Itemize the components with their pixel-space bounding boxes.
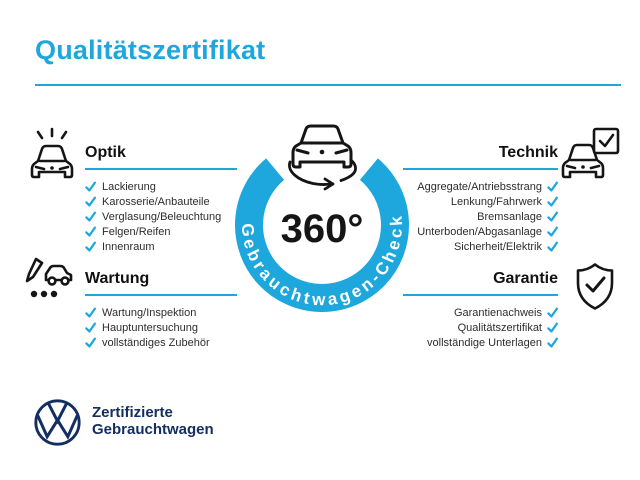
checklist-item: Felgen/Reifen	[85, 224, 237, 239]
checklist-item-label: Verglasung/Beleuchtung	[102, 210, 222, 223]
checklist-item: Verglasung/Beleuchtung	[85, 209, 237, 224]
check-icon	[547, 181, 558, 192]
check-icon	[547, 307, 558, 318]
checklist-item: vollständiges Zubehör	[85, 335, 237, 350]
check-icon	[85, 337, 96, 348]
page-title: Qualitätszertifikat	[35, 35, 266, 65]
check-icon	[547, 211, 558, 222]
check-icon	[547, 322, 558, 333]
checklist-item-label: Lenkung/Fahrwerk	[450, 195, 542, 208]
checklist-item-label: Sicherheit/Elektrik	[453, 240, 542, 253]
360-check-badge: Gebrauchtwagen-Check 360°	[235, 124, 409, 312]
check-icon	[85, 307, 96, 318]
section-wartung: Wartung Wartung/Inspektion Hauptuntersuc…	[85, 269, 237, 350]
vw-logo-icon	[34, 399, 81, 446]
checklist-item: Lenkung/Fahrwerk	[403, 194, 558, 209]
rotating-car-icon	[288, 124, 357, 191]
section-heading-wartung: Wartung	[85, 270, 150, 287]
check-icon	[547, 196, 558, 207]
checklist-item: Aggregate/Antriebsstrang	[403, 179, 558, 194]
footer-brand-line2: Gebrauchtwagen	[92, 421, 214, 438]
checklist-item-label: Lackierung	[102, 180, 156, 193]
checklist-item-label: Felgen/Reifen	[102, 225, 171, 238]
checklist-item-label: Bremsanlage	[477, 210, 542, 223]
checklist-item: Lackierung	[85, 179, 237, 194]
checklist-item: Garantienachweis	[403, 305, 558, 320]
car-checkbox-icon	[561, 127, 620, 179]
section-heading-technik: Technik	[498, 144, 558, 161]
checklist-item-label: Karosserie/Anbauteile	[102, 195, 210, 208]
heading-underline	[403, 168, 558, 170]
section-heading-optik: Optik	[85, 144, 126, 161]
checklist-item: Bremsanlage	[403, 209, 558, 224]
checklist-item: Innenraum	[85, 239, 237, 254]
check-icon	[85, 196, 96, 207]
checklist-item: Wartung/Inspektion	[85, 305, 237, 320]
title-divider	[35, 84, 621, 86]
check-icon	[85, 241, 96, 252]
checklist-item-label: Innenraum	[102, 240, 155, 253]
check-icon	[547, 337, 558, 348]
section-heading-garantie: Garantie	[493, 270, 558, 287]
checklist-item: vollständige Unterlagen	[403, 335, 558, 350]
inspection-pen-car-icon	[25, 257, 73, 298]
check-icon	[85, 181, 96, 192]
checklist-item: Karosserie/Anbauteile	[85, 194, 237, 209]
shield-check-icon	[576, 263, 614, 310]
checklist-item: Qualitätszertifikat	[403, 320, 558, 335]
heading-underline	[85, 294, 237, 296]
checklist-item: Sicherheit/Elektrik	[403, 239, 558, 254]
footer-brand-text: Zertifizierte Gebrauchtwagen	[92, 404, 214, 438]
checklist-item-label: vollständige Unterlagen	[427, 336, 542, 349]
checklist-item-label: Aggregate/Antriebsstrang	[417, 180, 542, 193]
check-icon	[85, 211, 96, 222]
check-icon	[547, 226, 558, 237]
checklist-item-label: Garantienachweis	[453, 306, 542, 319]
checklist-item: Hauptuntersuchung	[85, 320, 237, 335]
checklist-item-label: Wartung/Inspektion	[102, 306, 197, 319]
degree-label: 360°	[281, 207, 364, 251]
section-optik: Optik Lackierung Karosserie/Anbauteile V…	[85, 143, 237, 254]
check-icon	[547, 241, 558, 252]
check-icon	[85, 226, 96, 237]
section-technik: Technik Aggregate/Antriebsstrang Lenkung…	[403, 143, 558, 254]
sparkling-car-icon	[30, 127, 74, 179]
checklist-item-label: vollständiges Zubehör	[102, 336, 210, 349]
check-icon	[85, 322, 96, 333]
heading-underline	[403, 294, 558, 296]
section-garantie: Garantie Garantienachweis Qualitätszerti…	[403, 269, 558, 350]
heading-underline	[85, 168, 237, 170]
check-ring	[235, 158, 409, 312]
checklist-item-label: Qualitätszertifikat	[457, 321, 542, 334]
checklist-item-label: Hauptuntersuchung	[102, 321, 199, 334]
footer-brand-line1: Zertifizierte	[92, 404, 173, 421]
checklist-item: Unterboden/Abgasanlage	[403, 224, 558, 239]
checklist-item-label: Unterboden/Abgasanlage	[417, 225, 542, 238]
